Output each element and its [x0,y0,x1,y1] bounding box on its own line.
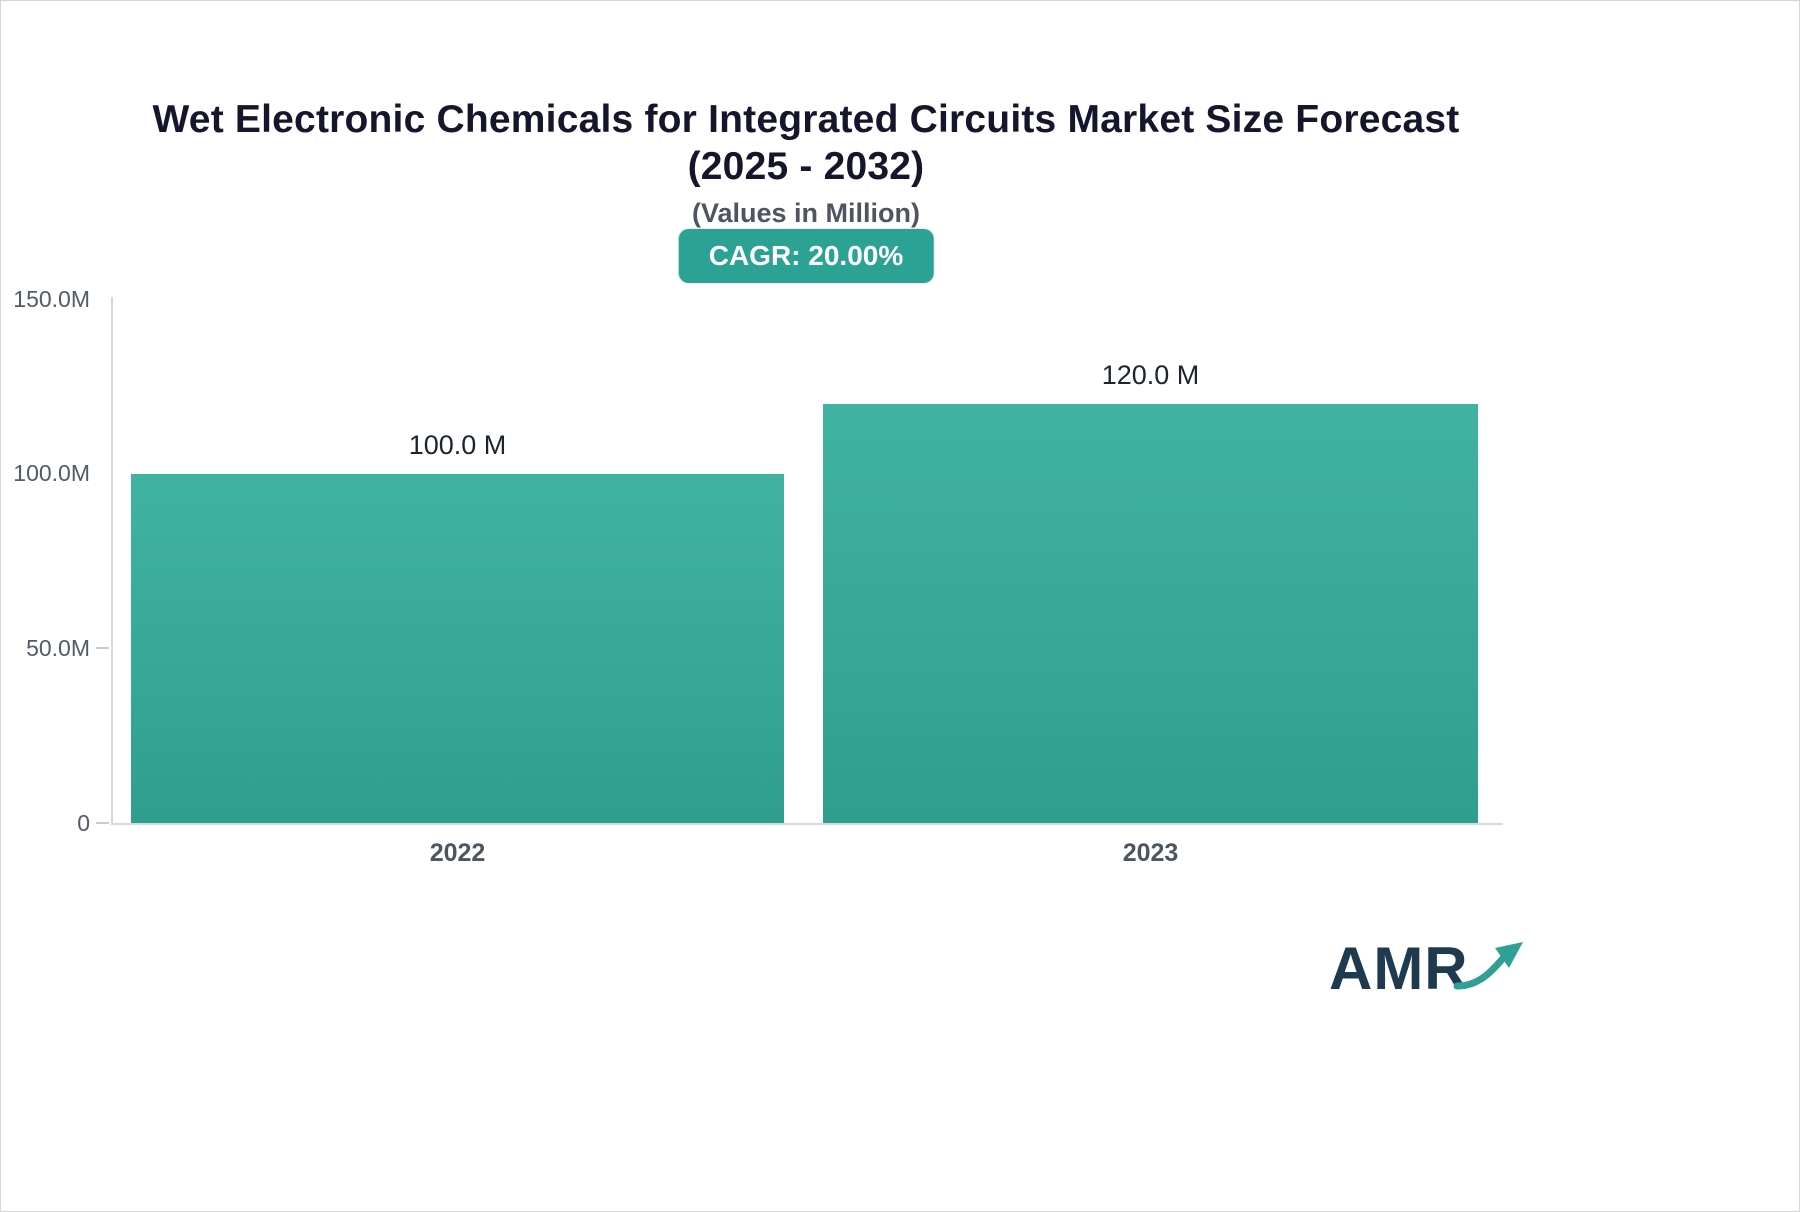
page-title: Wet Electronic Chemicals for Integrated … [152,98,1460,188]
bar-value-label: 120.0 M [1101,359,1200,390]
brand-logo: AMR [1329,939,1543,999]
bar-value-label: 100.0 M [408,429,507,460]
chart-subtitle: (Values in Million) [691,198,921,228]
x-axis-label-2022: 2022 [429,839,486,867]
growth-arrow-icon [1453,942,1523,990]
cagr-badge: CAGR: 20.00% [678,229,934,283]
y-axis-tick-label: 100.0M [13,460,90,487]
y-axis-tick: 0 [1,808,109,838]
y-axis-line [111,297,113,825]
y-axis-tick: 150.0M [1,284,109,314]
brand-logo-text: AMR [1329,935,1469,1002]
x-axis-line [111,823,1503,825]
y-axis-tick: 100.0M [1,459,109,489]
x-axis-label-2023: 2023 [1122,839,1179,867]
y-axis-tick-label: 50.0M [26,634,90,661]
y-axis-tick-label: 150.0M [13,285,90,312]
bar-2023: 120.0 M [823,360,1478,823]
y-axis-tick-label: 0 [77,809,90,836]
bar-2022: 100.0 M [131,430,784,823]
tick-mark [96,822,109,824]
tick-mark [96,647,109,650]
y-axis-tick: 50.0M [1,633,109,663]
